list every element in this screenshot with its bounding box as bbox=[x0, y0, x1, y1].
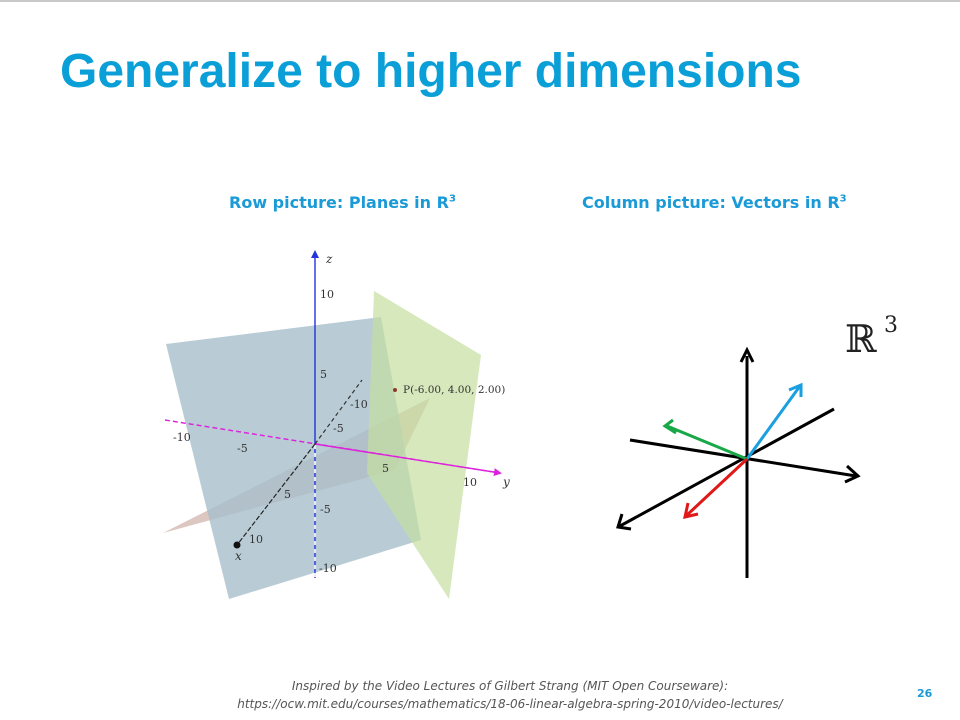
vector-red-arrowhead bbox=[683, 502, 699, 519]
point-p-label: P(-6.00, 4.00, 2.00) bbox=[403, 384, 505, 396]
row-picture-caption: Row picture: Planes in R3 bbox=[229, 193, 456, 212]
top-rule bbox=[0, 0, 960, 2]
axis-vertical-arrowhead bbox=[739, 346, 755, 363]
tick-y-neg-10: -10 bbox=[173, 431, 191, 444]
row-picture-diagram bbox=[163, 250, 502, 599]
vector-green bbox=[666, 424, 748, 461]
tick-x-pos-10: 10 bbox=[249, 533, 263, 546]
tick-z-pos-5: 5 bbox=[320, 368, 327, 381]
tick-x-neg-5: -5 bbox=[333, 422, 344, 435]
row-picture-caption-sup: 3 bbox=[448, 193, 456, 205]
page-number: 26 bbox=[917, 687, 933, 700]
column-picture-caption-text: Column picture: Vectors in R bbox=[582, 193, 840, 212]
y-axis-solid bbox=[314, 443, 501, 474]
column-picture-diagram bbox=[616, 346, 861, 578]
footer-line-2: https://ocw.mit.edu/courses/mathematics/… bbox=[237, 697, 783, 711]
x-axis-arrow bbox=[233, 541, 241, 549]
x-axis-label: x bbox=[235, 549, 242, 563]
x-axis-pos bbox=[236, 443, 316, 546]
x-axis-neg bbox=[314, 379, 363, 445]
tick-z-neg-5: -5 bbox=[320, 503, 331, 516]
vector-blue-arrowhead bbox=[788, 382, 803, 397]
footer-credit: Inspired by the Video Lectures of Gilber… bbox=[0, 677, 960, 713]
tick-y-neg-5: -5 bbox=[237, 442, 248, 455]
vector-blue bbox=[745, 385, 802, 460]
tick-z-pos-10: 10 bbox=[320, 288, 334, 301]
column-picture-caption-sup: 3 bbox=[839, 193, 847, 205]
vector-green-arrowhead bbox=[662, 418, 677, 435]
row-picture-caption-text: Row picture: Planes in R bbox=[229, 193, 449, 212]
z-axis-label: z bbox=[325, 252, 333, 266]
axis-long-diagonal bbox=[619, 407, 835, 528]
y-axis-label: y bbox=[502, 475, 510, 489]
space-symbol: ℝ bbox=[845, 317, 877, 361]
tick-x-pos-5: 5 bbox=[284, 488, 291, 501]
tick-x-neg-10: -10 bbox=[350, 398, 368, 411]
plane-blue bbox=[166, 317, 421, 599]
tick-y-pos-10: 10 bbox=[463, 476, 477, 489]
slide-title: Generalize to higher dimensions bbox=[60, 45, 802, 98]
plane-green bbox=[367, 291, 481, 599]
footer-line-1: Inspired by the Video Lectures of Gilber… bbox=[291, 679, 729, 693]
axis-long-diagonal-arrowhead bbox=[616, 513, 632, 531]
tick-z-neg-10: -10 bbox=[319, 562, 337, 575]
axis-horizontal-arrowhead bbox=[844, 464, 861, 484]
point-p bbox=[393, 388, 397, 392]
space-exponent: 3 bbox=[884, 313, 898, 338]
column-picture-caption: Column picture: Vectors in R3 bbox=[582, 193, 847, 212]
tick-y-pos-5: 5 bbox=[382, 462, 389, 475]
vector-red bbox=[685, 457, 749, 517]
